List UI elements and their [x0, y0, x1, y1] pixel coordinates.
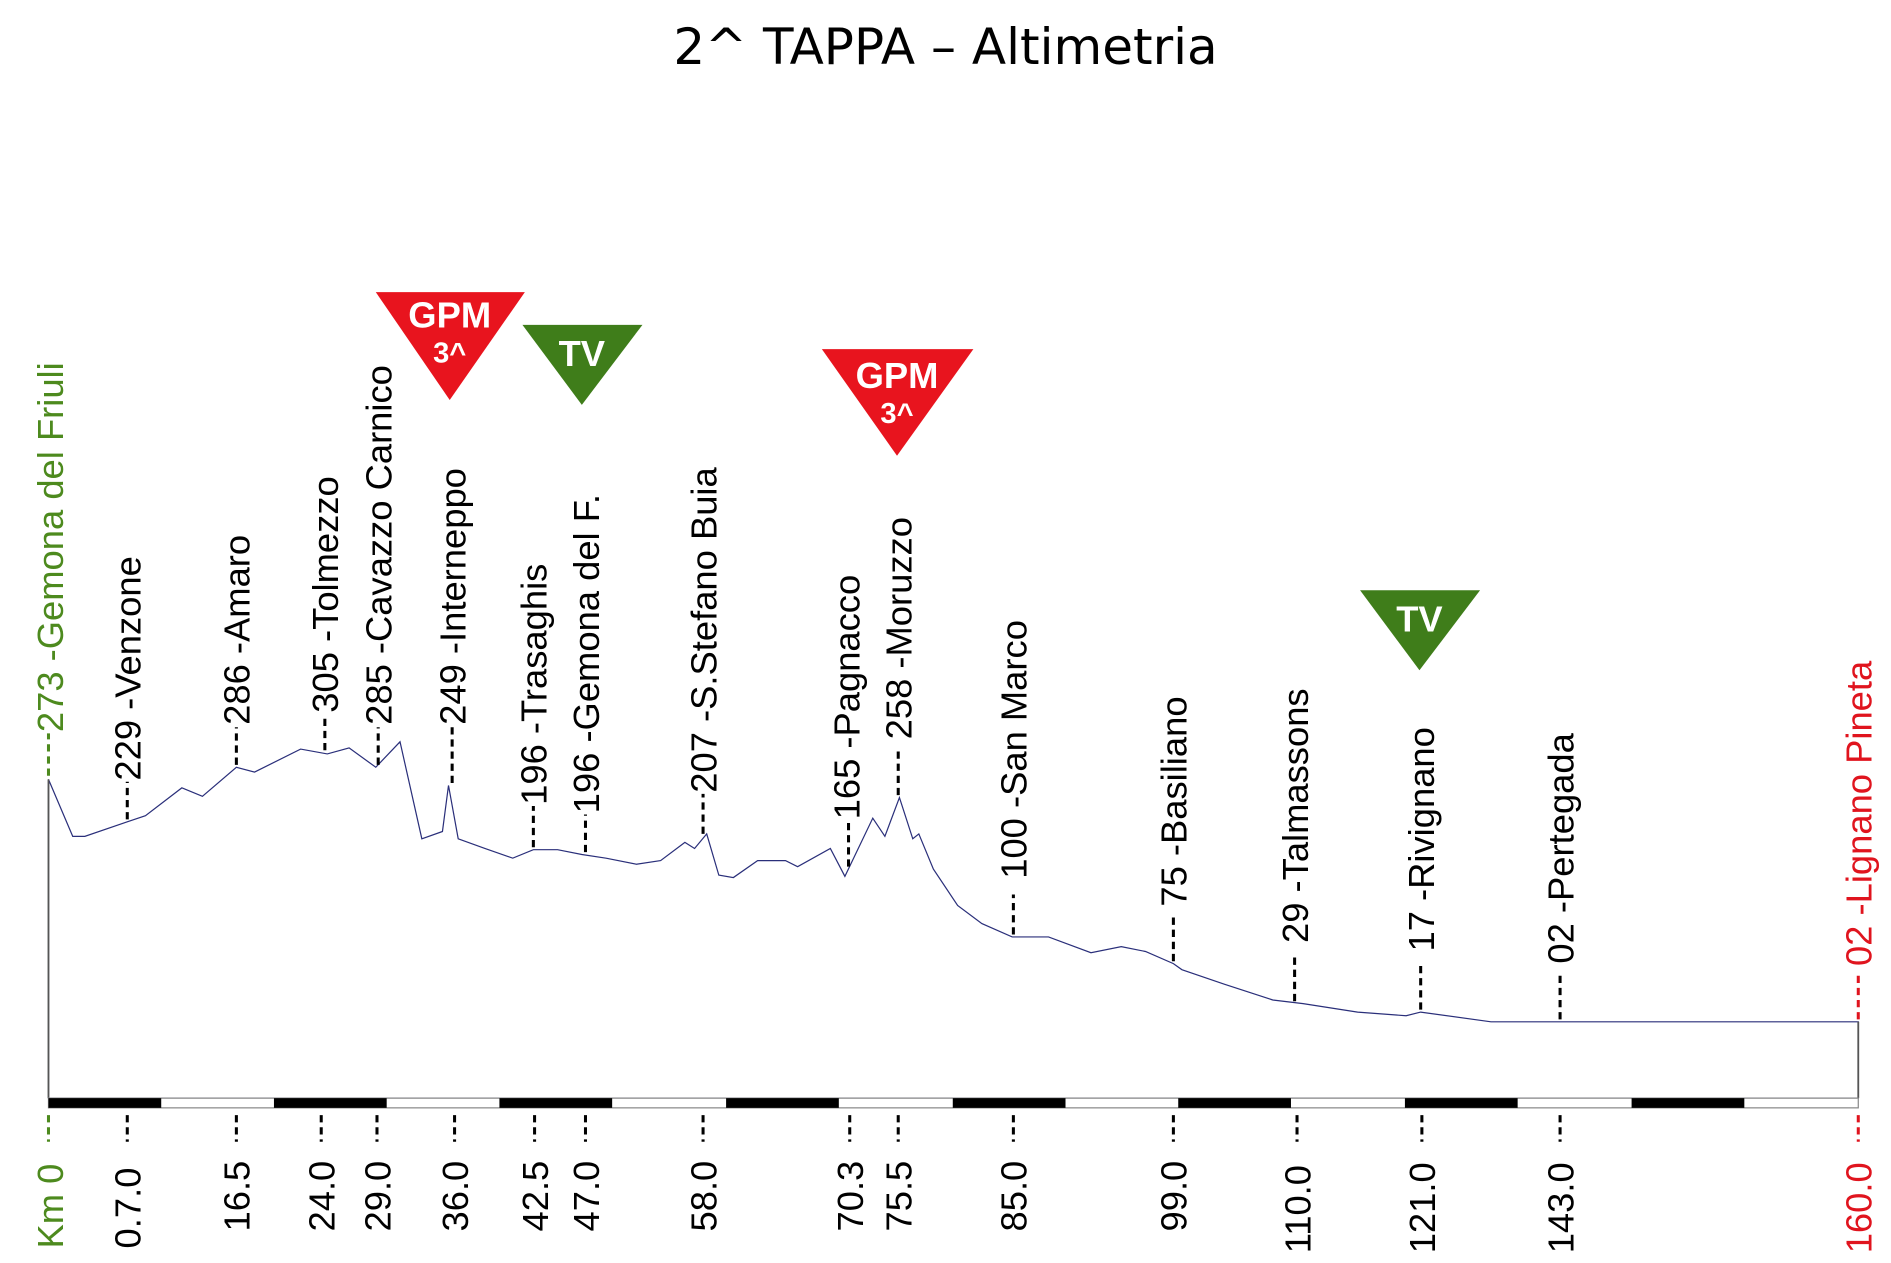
svg-text:3^: 3^ — [433, 337, 466, 369]
waypoint-label: 17 -Rivignano — [1401, 727, 1442, 951]
km-label: 85.0 — [994, 1161, 1035, 1232]
km-ticks-lower — [46, 1115, 1860, 1142]
km-label-start: Km 0 — [30, 1164, 71, 1249]
waypoint-label: 29 -Talmassons — [1275, 688, 1316, 943]
km-label: 70.3 — [830, 1161, 871, 1232]
km-labels: Km 0 0.7.0 16.5 24.0 29.0 36.0 42.5 47.0… — [30, 1161, 1880, 1254]
tv-marker-gemona: TV — [522, 324, 643, 405]
waypoint-label: 02 -Pertegada — [1540, 732, 1581, 963]
waypoint-label: 165 -Pagnacco — [826, 575, 867, 820]
km-label: 99.0 — [1154, 1161, 1195, 1232]
km-label: 0.7.0 — [108, 1168, 149, 1249]
km-label: 16.5 — [217, 1161, 258, 1232]
km-label: 36.0 — [435, 1161, 476, 1232]
waypoint-ticks-upper — [46, 715, 1860, 1020]
tv-triangle-icon — [1360, 590, 1481, 671]
tv-triangle-icon — [522, 324, 643, 405]
waypoint-label: 75 -Basiliano — [1154, 696, 1195, 906]
waypoint-label: 249 -Interneppo — [432, 468, 473, 725]
km-label: 58.0 — [683, 1161, 724, 1232]
km-label: 121.0 — [1402, 1162, 1443, 1253]
gpm-triangle-icon — [821, 349, 974, 456]
svg-text:TV: TV — [559, 333, 605, 374]
waypoint-label: 285 -Cavazzo Carnico — [359, 365, 400, 725]
waypoint-label: 229 -Venzone — [108, 556, 149, 780]
gpm-marker-interneppo: GPM 3^ — [375, 292, 525, 400]
km-label: 29.0 — [357, 1161, 398, 1232]
svg-text:3^: 3^ — [880, 398, 913, 430]
waypoint-label: 258 -Moruzzo — [879, 517, 920, 739]
waypoint-label-start: 273 -Gemona del Friuli — [30, 362, 71, 732]
waypoint-label: 196 -Trasaghis — [514, 564, 555, 805]
svg-text:TV: TV — [1396, 599, 1442, 640]
waypoint-label: 286 -Amaro — [217, 535, 258, 725]
km-label-finish: 160.0 — [1839, 1162, 1880, 1253]
km-label: 47.0 — [566, 1161, 607, 1232]
gpm-marker-moruzzo: GPM 3^ — [821, 349, 974, 456]
km-label: 42.5 — [515, 1161, 556, 1232]
gpm-triangle-icon — [375, 292, 525, 400]
waypoint-label: 305 -Tolmezzo — [305, 476, 346, 712]
tv-marker-rivignano: TV — [1360, 590, 1481, 671]
chart-title: 2^ TAPPA – Altimetria — [673, 18, 1218, 76]
elevation-profile — [47, 740, 1860, 1099]
km-label: 24.0 — [302, 1161, 343, 1232]
waypoint-label: 100 -San Marco — [994, 620, 1035, 879]
km-label: 75.5 — [879, 1161, 920, 1232]
km-label: 143.0 — [1540, 1162, 1581, 1253]
svg-text:GPM: GPM — [856, 355, 939, 396]
distance-scale-bar — [47, 1097, 1859, 1109]
waypoint-labels: 273 -Gemona del Friuli 229 -Venzone 286 … — [30, 362, 1880, 966]
waypoint-label: 196 -Gemona del F. — [566, 494, 607, 813]
km-label: 110.0 — [1277, 1165, 1318, 1253]
waypoint-label-finish: 02 -Lignano Pineta — [1839, 660, 1880, 966]
waypoint-label: 207 -S.Stefano Buia — [683, 466, 724, 792]
svg-text:GPM: GPM — [408, 294, 491, 335]
